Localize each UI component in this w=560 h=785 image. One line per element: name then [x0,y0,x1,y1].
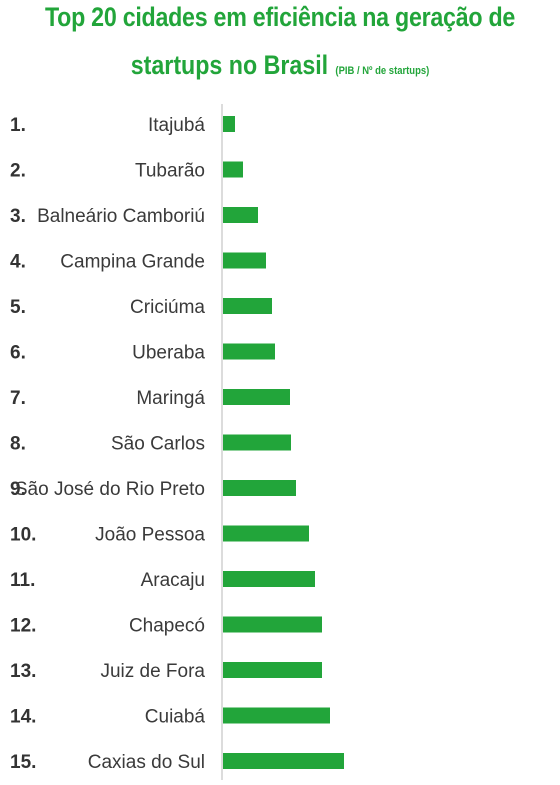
category-label: Criciúma [130,297,205,318]
bar [223,253,266,269]
rank-label: 2. [10,161,26,182]
bar [223,116,235,132]
rank-label: 10. [10,525,36,546]
category-label: Cuiabá [145,707,206,728]
bar [223,753,344,769]
category-label: Itajubá [148,115,205,136]
bar [223,435,291,451]
bar [223,162,243,178]
rank-label: 14. [10,707,36,728]
bar [223,480,296,496]
rank-label: 4. [10,252,26,273]
rank-label: 7. [10,388,26,409]
category-label: Maringá [136,388,205,409]
bar [223,389,290,405]
category-label: Uberaba [132,343,205,364]
bar [223,571,315,587]
category-label: Tubarão [135,161,205,182]
rank-label: 6. [10,343,26,364]
category-label: Juiz de Fora [100,661,205,682]
rank-label: 13. [10,661,36,682]
bar [223,662,322,678]
bar [223,298,272,314]
rank-label: 12. [10,616,36,637]
category-label: Aracaju [141,570,205,591]
category-label: Campina Grande [60,252,205,273]
bar [223,344,275,360]
rank-label: 1. [10,115,26,136]
bar [223,617,322,633]
category-label: São José do Rio Preto [15,479,205,500]
bar [223,526,309,542]
category-label: São Carlos [111,434,205,455]
category-label: Balneário Camboriú [37,206,205,227]
bar [223,207,258,223]
rank-label: 8. [10,434,26,455]
category-label: João Pessoa [95,525,205,546]
rank-label: 5. [10,297,26,318]
category-label: Caxias do Sul [88,752,205,773]
category-label: Chapecó [129,616,205,637]
rank-label: 15. [10,752,36,773]
bar [223,708,330,724]
rank-label: 11. [10,570,35,591]
rank-label: 3. [10,206,26,227]
